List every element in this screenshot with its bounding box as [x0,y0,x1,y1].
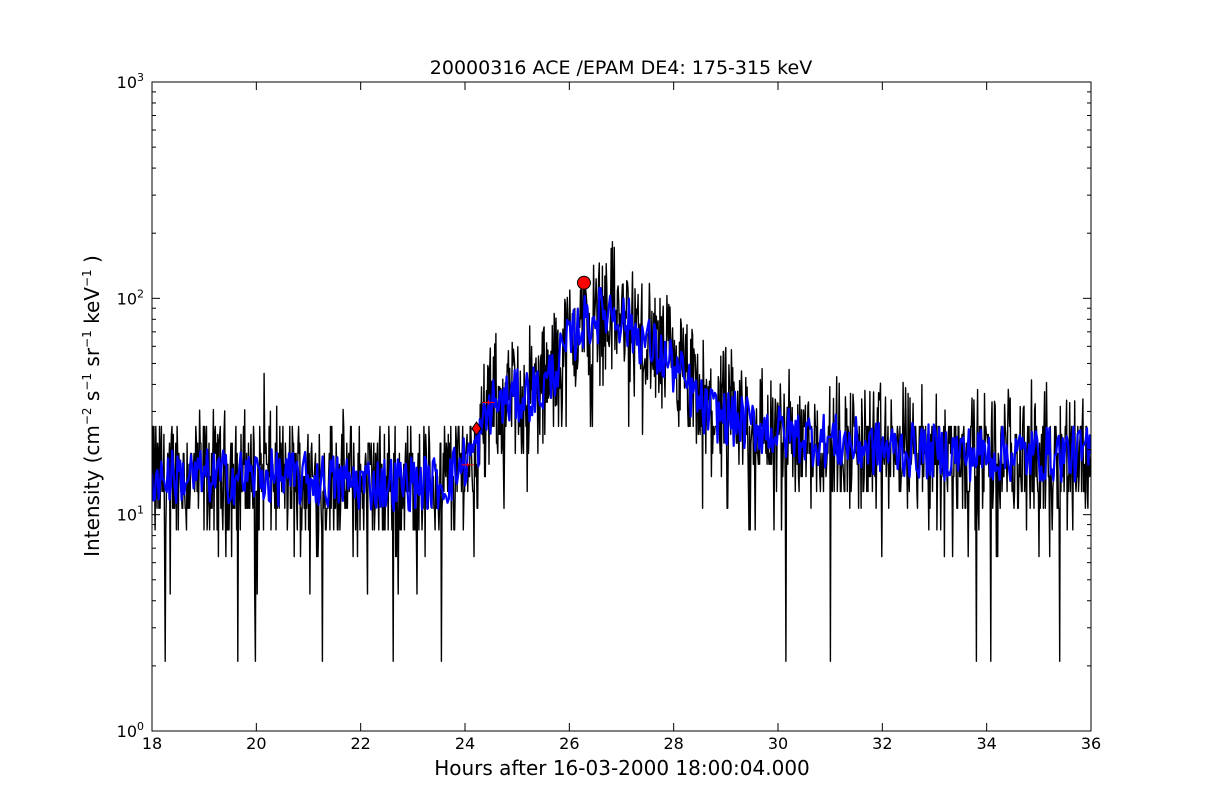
y-tick-label-3: 103 [117,71,144,92]
x-tick-label-2: 22 [350,734,370,753]
x-tick-label-3: 24 [455,734,475,753]
x-tick-label-8: 34 [976,734,996,753]
x-axis-ticks: 18 20 22 24 26 28 30 32 34 36 [142,82,1101,753]
y-tick-label-1: 101 [117,504,144,525]
series-layer [152,240,1091,662]
y-tick-label-exp-1: 1 [137,504,144,517]
y-label-s: s [80,391,104,408]
y-label-sup2: −1 [80,373,94,391]
y-label-sup1: −2 [80,407,94,425]
x-tick-label-1: 20 [246,734,266,753]
x-tick-label-4: 26 [559,734,579,753]
x-tick-label-6: 30 [768,734,788,753]
y-tick-label-base-1: 10 [117,506,137,525]
y-tick-label-exp-0: 0 [137,720,144,733]
y-tick-label-exp-2: 2 [137,287,144,300]
y-label-base: Intensity (cm [80,425,104,557]
y-tick-label-exp-3: 3 [137,71,144,84]
y-label-kev: keV [80,287,104,331]
y-tick-label-0: 100 [117,720,144,741]
y-label-sr: sr [80,347,104,373]
y-label-end: ) [80,255,104,269]
plot-frame [151,81,1092,732]
x-tick-label-9: 36 [1081,734,1101,753]
y-axis-label: Intensity (cm−2 s−1 sr−1 keV−1 ) [80,255,104,557]
x-tick-label-0: 18 [142,734,162,753]
x-tick-label-5: 28 [663,734,683,753]
y-tick-label-base-0: 10 [117,722,137,741]
marker-circle-1 [576,275,591,290]
y-tick-label-2: 102 [117,287,144,308]
x-axis-label: Hours after 16-03-2000 18:00:04.000 [434,756,810,780]
x-tick-label-7: 32 [872,734,892,753]
series-blue-line [152,286,1091,513]
y-label-sup4: −1 [80,269,94,287]
y-tick-label-base-2: 10 [117,289,137,308]
marker-diamond-0 [471,421,482,436]
y-label-sup3: −1 [80,330,94,348]
chart-title: 20000316 ACE /EPAM DE4: 175-315 keV [430,57,812,79]
y-tick-label-base-3: 10 [117,73,137,92]
marker-layer [461,275,591,467]
